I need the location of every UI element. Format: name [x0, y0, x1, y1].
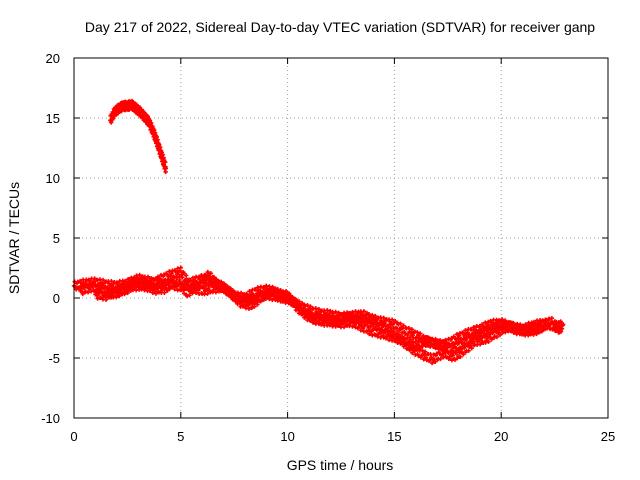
x-tick-label: 15	[387, 429, 401, 444]
x-tick-label: 20	[494, 429, 508, 444]
y-tick-label: 20	[46, 51, 60, 66]
y-tick-label: -10	[41, 411, 60, 426]
x-tick-label: 5	[177, 429, 184, 444]
series-track-c	[93, 265, 547, 352]
y-tick-label: 0	[53, 291, 60, 306]
x-tick-label: 0	[70, 429, 77, 444]
data-points	[71, 98, 566, 366]
y-tick-label: 15	[46, 111, 60, 126]
y-tick-label: -5	[48, 351, 60, 366]
chart-title: Day 217 of 2022, Sidereal Day-to-day VTE…	[85, 19, 595, 35]
y-tick-label: 10	[46, 171, 60, 186]
x-tick-label: 25	[601, 429, 615, 444]
x-axis-label: GPS time / hours	[287, 457, 394, 473]
axis-ticks: 0 5 10 15 20 25 -10 -5 0 5 10 15 20	[41, 51, 615, 444]
x-tick-label: 10	[280, 429, 294, 444]
y-tick-label: 5	[53, 231, 60, 246]
series-upper-arc	[108, 98, 169, 175]
y-axis-label: SDTVAR / TECUs	[6, 182, 22, 294]
grid	[74, 58, 608, 418]
